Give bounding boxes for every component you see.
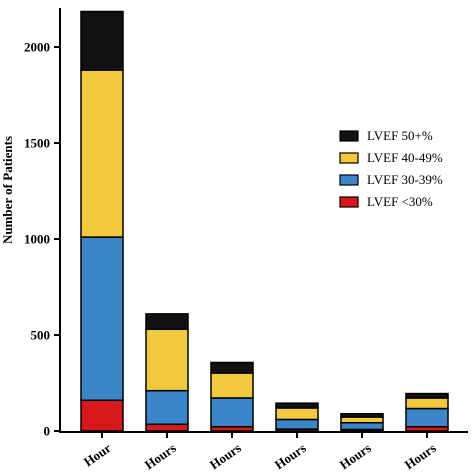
y-tick-label-4: 1500 (24, 136, 50, 151)
bar-segment-4-series-2 (275, 418, 319, 430)
bar-segment-5-series-4 (340, 412, 384, 418)
y-tick-label-3: 1000 (24, 232, 50, 247)
bar-segment-1-series-4 (80, 10, 124, 71)
bar-segment-5-series-3 (340, 416, 384, 424)
bars-layer (80, 10, 449, 432)
legend-label-2: LVEF 40-49% (367, 150, 443, 165)
x-tick-label-1: Hour (81, 440, 114, 469)
legend-swatch-3 (339, 174, 359, 186)
x-tick-label-6: Hours (402, 440, 439, 472)
bar-segment-2-series-3 (145, 328, 189, 392)
bar-segment-2-series-1 (145, 423, 189, 432)
bar-segment-3-series-4 (210, 361, 254, 374)
x-tick-label-4: Hours (272, 440, 309, 472)
legend-label-4: LVEF <30% (367, 194, 433, 209)
bar-segment-1-series-1 (80, 399, 124, 432)
legend-swatch-4 (339, 196, 359, 208)
bar-segment-2-series-4 (145, 313, 189, 330)
bar-segment-1-series-3 (80, 69, 124, 238)
bar-segment-6-series-3 (405, 397, 449, 410)
bar-segment-1-series-2 (80, 236, 124, 402)
bar-segment-5-series-2 (340, 421, 384, 431)
bar-segment-2-series-2 (145, 389, 189, 426)
y-tick-label-2: 500 (31, 328, 51, 343)
bar-segment-3-series-2 (210, 397, 254, 428)
x-tick-label-2: Hours (142, 440, 179, 472)
legend-swatch-2 (339, 152, 359, 164)
legend: LVEF 50+% LVEF 40-49% LVEF 30-39% LVEF <30% (339, 128, 443, 209)
bar-segment-3-series-3 (210, 372, 254, 399)
legend-label-1: LVEF 50+% (367, 128, 433, 143)
bar-segment-6-series-4 (405, 392, 449, 399)
y-tick-label-5: 2000 (24, 40, 50, 55)
x-tick-label-5: Hours (337, 440, 374, 472)
bar-segment-4-series-4 (275, 402, 319, 409)
legend-label-3: LVEF 30-39% (367, 172, 443, 187)
y-axis-title: Number of Patients (0, 136, 15, 244)
legend-swatch-1 (339, 130, 359, 142)
x-tick-label-3: Hours (207, 440, 244, 472)
bar-segment-4-series-3 (275, 407, 319, 421)
y-tick-label-1: 0 (44, 424, 51, 439)
bar-segment-6-series-2 (405, 407, 449, 428)
